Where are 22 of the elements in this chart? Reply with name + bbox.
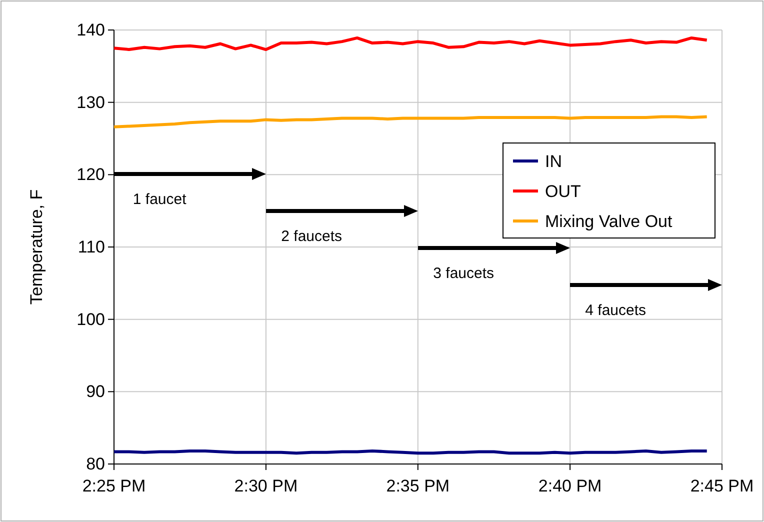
annotation: 4 faucets bbox=[585, 302, 646, 319]
y-tick-label: 130 bbox=[76, 92, 105, 112]
y-tick-label: 120 bbox=[76, 165, 105, 184]
annotation: 3 faucets bbox=[433, 265, 494, 282]
x-tick-label: 2:25 PM bbox=[82, 476, 146, 496]
legend-label: Mixing Valve Out bbox=[545, 212, 673, 231]
y-tick-label: 90 bbox=[86, 382, 105, 402]
y-axis-title: Temperature, F bbox=[27, 189, 46, 305]
annotation: 2 faucets bbox=[281, 228, 342, 245]
legend-label: IN bbox=[545, 152, 562, 171]
x-tick-label: 2:45 PM bbox=[690, 476, 754, 496]
x-tick-label: 2:35 PM bbox=[386, 476, 450, 496]
x-tick-label: 2:40 PM bbox=[538, 476, 602, 496]
y-tick-label: 100 bbox=[76, 310, 105, 329]
legend-label: OUT bbox=[545, 182, 581, 201]
x-tick-label: 2:30 PM bbox=[234, 476, 298, 496]
line-series bbox=[112, 115, 708, 128]
y-tick-label: 110 bbox=[78, 237, 105, 256]
y-tick-label: 140 bbox=[76, 20, 105, 40]
y-tick-label: 80 bbox=[86, 454, 105, 474]
annotation: 1 faucet bbox=[132, 191, 188, 208]
line-series bbox=[112, 36, 708, 52]
